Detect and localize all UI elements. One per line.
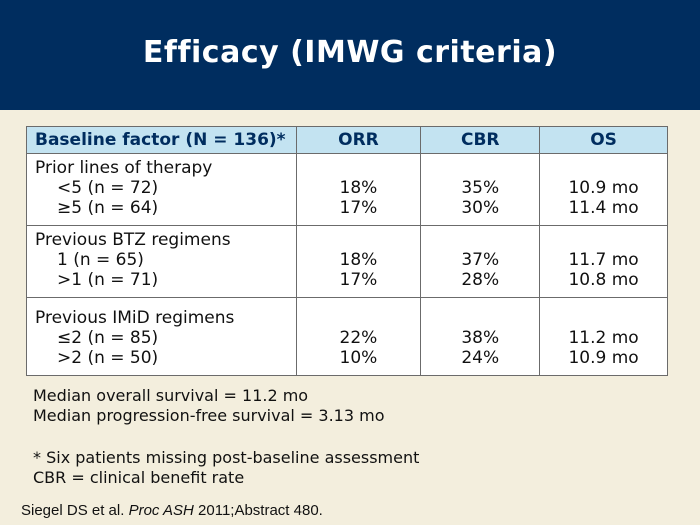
header-orr: ORR (295, 126, 422, 154)
header-baseline-factor: Baseline factor (N = 136)* (26, 126, 297, 154)
table-row: Prior lines of therapy <5 (n = 72) ≥5 (n… (26, 153, 668, 226)
median-os-note: Median overall survival = 11.2 mo (33, 386, 309, 405)
notes: Median overall survival = 11.2 mo Median… (33, 386, 419, 488)
slide-title: Efficacy (IMWG criteria) (142, 34, 558, 70)
os-value: 10.9 mo (568, 348, 639, 368)
cbr-definition: CBR = clinical benefit rate (33, 468, 245, 487)
citation: Siegel DS et al. Proc ASH 2011;Abstract … (21, 502, 323, 519)
title-bar: Efficacy (IMWG criteria) (0, 0, 700, 110)
os-value: 10.8 mo (568, 270, 639, 290)
cbr-cell: 38% 24% (420, 297, 541, 376)
cbr-value: 37% (461, 250, 500, 270)
table-header-row: Baseline factor (N = 136)* ORR CBR OS (26, 126, 668, 154)
orr-cell: 18% 17% (295, 153, 422, 226)
efficacy-table: Baseline factor (N = 136)* ORR CBR OS Pr… (26, 126, 668, 376)
factor-cell: Prior lines of therapy <5 (n = 72) ≥5 (n… (26, 153, 297, 226)
group-label: Prior lines of therapy (35, 158, 213, 178)
citation-rest: 2011;Abstract 480. (193, 502, 323, 519)
table-row: Previous BTZ regimens 1 (n = 65) >1 (n =… (26, 225, 668, 298)
orr-value: 22% (339, 328, 378, 348)
factor-cell: Previous BTZ regimens 1 (n = 65) >1 (n =… (26, 225, 297, 298)
group-label: Previous BTZ regimens (35, 230, 231, 250)
cbr-value: 24% (461, 348, 500, 368)
cbr-value: 35% (461, 178, 500, 198)
cbr-value: 28% (461, 270, 500, 290)
os-value: 11.7 mo (568, 250, 639, 270)
median-pfs-note: Median progression-free survival = 3.13 … (33, 406, 385, 425)
orr-cell: 22% 10% (295, 297, 422, 376)
subgroup-label: ≤2 (n = 85) (57, 328, 159, 348)
footnote: * Six patients missing post-baseline ass… (33, 448, 420, 467)
table-row: Previous IMiD regimens ≤2 (n = 85) >2 (n… (26, 297, 668, 376)
os-value: 11.4 mo (568, 198, 639, 218)
cbr-value: 38% (461, 328, 500, 348)
header-os: OS (539, 126, 668, 154)
cbr-cell: 37% 28% (420, 225, 541, 298)
citation-journal: Proc ASH (128, 502, 194, 519)
orr-value: 18% (339, 250, 378, 270)
orr-cell: 18% 17% (295, 225, 422, 298)
orr-value: 10% (339, 348, 378, 368)
subgroup-label: ≥5 (n = 64) (57, 198, 159, 218)
os-cell: 10.9 mo 11.4 mo (539, 153, 668, 226)
subgroup-label: <5 (n = 72) (57, 178, 159, 198)
subgroup-label: >2 (n = 50) (57, 348, 159, 368)
orr-value: 18% (339, 178, 378, 198)
cbr-value: 30% (461, 198, 500, 218)
os-value: 11.2 mo (568, 328, 639, 348)
factor-cell: Previous IMiD regimens ≤2 (n = 85) >2 (n… (26, 297, 297, 376)
orr-value: 17% (339, 198, 378, 218)
cbr-cell: 35% 30% (420, 153, 541, 226)
citation-authors: Siegel DS et al. (21, 502, 129, 519)
header-cbr: CBR (420, 126, 541, 154)
os-cell: 11.7 mo 10.8 mo (539, 225, 668, 298)
subgroup-label: 1 (n = 65) (57, 250, 144, 270)
os-cell: 11.2 mo 10.9 mo (539, 297, 668, 376)
group-label: Previous IMiD regimens (35, 308, 235, 328)
orr-value: 17% (339, 270, 378, 290)
os-value: 10.9 mo (568, 178, 639, 198)
subgroup-label: >1 (n = 71) (57, 270, 159, 290)
